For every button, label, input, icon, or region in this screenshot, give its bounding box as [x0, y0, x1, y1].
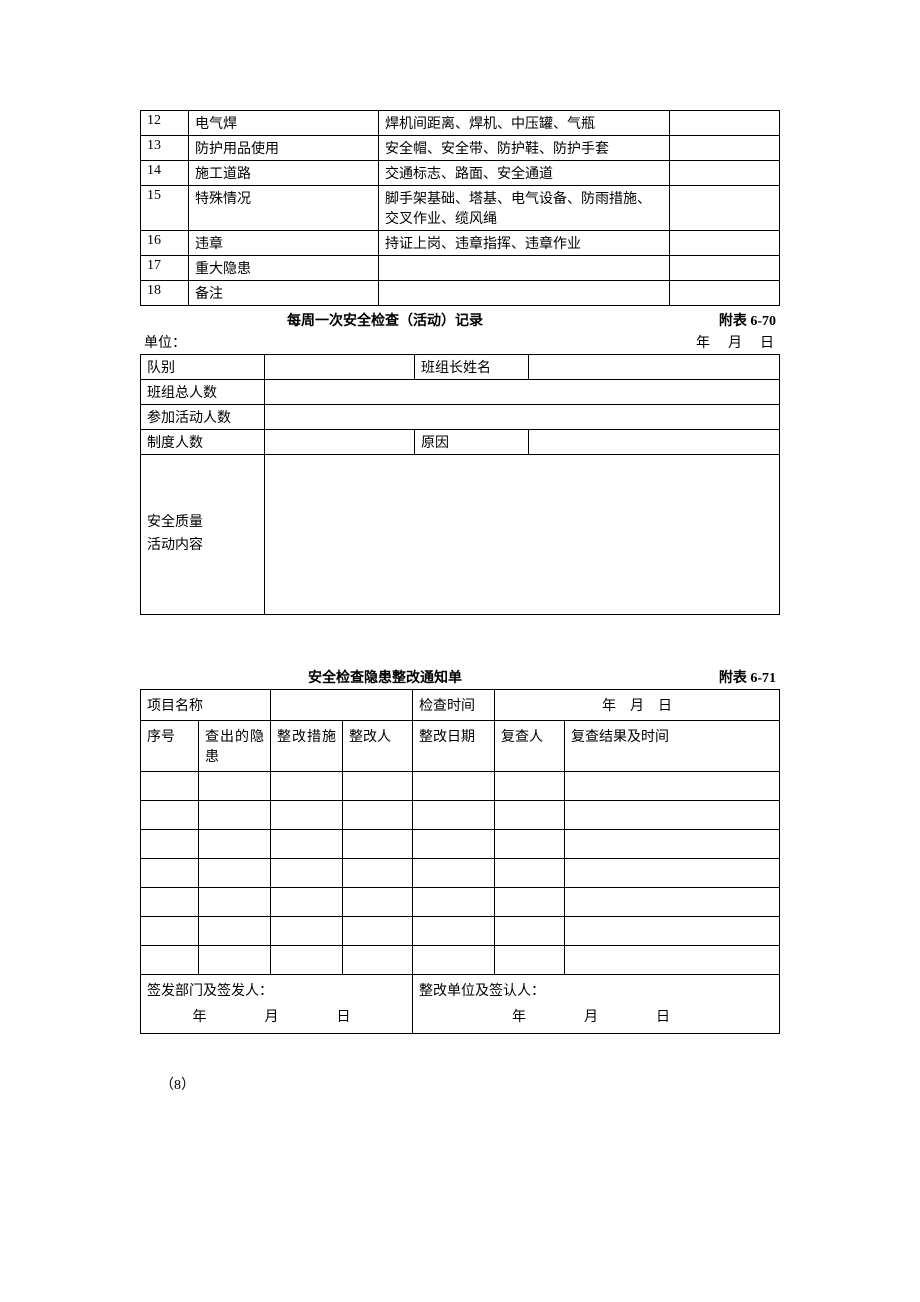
total-value [265, 380, 780, 405]
row-content: 脚手架基础、塔基、电气设备、防雨措施、交叉作业、缆风绳 [379, 186, 670, 231]
section2-subhead: 单位： 年 月 日 [140, 332, 780, 352]
page: 12电气焊焊机间距离、焊机、中压罐、气瓶13防护用品使用安全帽、安全带、防护鞋、… [0, 0, 920, 1302]
col-seq: 序号 [141, 721, 199, 772]
check-time-value: 年 月 日 [495, 690, 780, 721]
table-row [141, 888, 780, 917]
system-label: 制度人数 [141, 430, 265, 455]
system-value [265, 430, 415, 455]
row-note [670, 281, 780, 306]
section3-appendix: 附表 6-71 [626, 667, 776, 687]
table-row: 16违章持证上岗、违章指挥、违章作业 [141, 231, 780, 256]
row-num: 13 [141, 136, 189, 161]
inspection-items-table: 12电气焊焊机间距离、焊机、中压罐、气瓶13防护用品使用安全帽、安全带、防护鞋、… [140, 110, 780, 306]
row-content: 安全帽、安全带、防护鞋、防护手套 [379, 136, 670, 161]
table-row [141, 772, 780, 801]
table-row [141, 946, 780, 975]
table-row: 13防护用品使用安全帽、安全带、防护鞋、防护手套 [141, 136, 780, 161]
row-item: 施工道路 [189, 161, 379, 186]
reason-label: 原因 [415, 430, 529, 455]
team-value [265, 355, 415, 380]
sign-left-cell: 签发部门及签发人： 年 月 日 [141, 975, 413, 1034]
col-reviewer: 复查人 [495, 721, 565, 772]
sign-right-date: 年 月 日 [419, 1006, 773, 1026]
spacer [140, 615, 780, 663]
section3-title-row: 安全检查隐患整改通知单 附表 6-71 [140, 667, 780, 687]
col-result: 复查结果及时间 [565, 721, 780, 772]
project-label: 项目名称 [141, 690, 271, 721]
content-value [265, 455, 780, 615]
row-content: 交通标志、路面、安全通道 [379, 161, 670, 186]
col-measure: 整改措施 [271, 721, 343, 772]
footer: （8） [140, 1074, 780, 1094]
section2-title-row: 每周一次安全检查（活动）记录 附表 6-70 [140, 310, 780, 330]
row-item: 电气焊 [189, 111, 379, 136]
table-row: 17重大隐患 [141, 256, 780, 281]
row-note [670, 231, 780, 256]
team-label: 队别 [141, 355, 265, 380]
row-item: 违章 [189, 231, 379, 256]
row-content: 持证上岗、违章指挥、违章作业 [379, 231, 670, 256]
hazard-rectification-table: 项目名称 检查时间 年 月 日 序号 查出的隐患 整改措施 整改人 整改日期 复… [140, 689, 780, 1034]
weekly-check-table: 队别 班组长姓名 班组总人数 参加活动人数 制度人数 原因 安 [140, 354, 780, 615]
col-found: 查出的隐患 [199, 721, 271, 772]
attend-label: 参加活动人数 [141, 405, 265, 430]
date-label: 年 月 日 [576, 332, 776, 352]
content-label: 安全质量活动内容 [141, 455, 265, 615]
row-note [670, 111, 780, 136]
table-row [141, 859, 780, 888]
leader-value [529, 355, 780, 380]
reason-value [529, 430, 780, 455]
row-content: 焊机间距离、焊机、中压罐、气瓶 [379, 111, 670, 136]
row-note [670, 186, 780, 231]
row-num: 14 [141, 161, 189, 186]
table-row: 14施工道路交通标志、路面、安全通道 [141, 161, 780, 186]
row-item: 防护用品使用 [189, 136, 379, 161]
row-item: 重大隐患 [189, 256, 379, 281]
section3-title: 安全检查隐患整改通知单 [144, 667, 626, 687]
row-num: 12 [141, 111, 189, 136]
row-note [670, 256, 780, 281]
check-time-label: 检查时间 [413, 690, 495, 721]
table-row [141, 830, 780, 859]
row-note [670, 136, 780, 161]
unit-label: 单位： [144, 332, 576, 352]
section2-title: 每周一次安全检查（活动）记录 [144, 310, 626, 330]
attend-value [265, 405, 780, 430]
project-value [271, 690, 413, 721]
content-label-text: 安全质量活动内容 [147, 512, 203, 557]
sign-left-date: 年 月 日 [147, 1006, 406, 1026]
row-num: 17 [141, 256, 189, 281]
row-content [379, 256, 670, 281]
table-row: 15特殊情况脚手架基础、塔基、电气设备、防雨措施、交叉作业、缆风绳 [141, 186, 780, 231]
leader-label: 班组长姓名 [415, 355, 529, 380]
col-date: 整改日期 [413, 721, 495, 772]
row-num: 18 [141, 281, 189, 306]
row-item: 备注 [189, 281, 379, 306]
sign-left-label: 签发部门及签发人： [147, 980, 406, 1000]
sign-right-label: 整改单位及签认人： [419, 980, 773, 1000]
total-label: 班组总人数 [141, 380, 265, 405]
sign-right-cell: 整改单位及签认人： 年 月 日 [413, 975, 780, 1034]
table-row [141, 801, 780, 830]
table-row: 12电气焊焊机间距离、焊机、中压罐、气瓶 [141, 111, 780, 136]
row-num: 16 [141, 231, 189, 256]
row-item: 特殊情况 [189, 186, 379, 231]
row-content [379, 281, 670, 306]
section2-appendix: 附表 6-70 [626, 310, 776, 330]
table-row: 18备注 [141, 281, 780, 306]
row-note [670, 161, 780, 186]
row-num: 15 [141, 186, 189, 231]
table-row [141, 917, 780, 946]
col-person: 整改人 [343, 721, 413, 772]
